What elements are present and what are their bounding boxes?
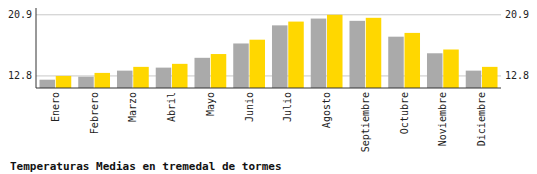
y-tick-label-right: 20.9 (505, 9, 529, 20)
x-tick-label: Mayo (205, 92, 216, 116)
x-axis-line (36, 88, 501, 89)
bars (39, 15, 497, 88)
bar (39, 80, 55, 88)
grid-line (36, 14, 501, 15)
x-tick-label: Septiembre (360, 92, 371, 152)
title: Temperaturas Medias en tremedal de torme… (10, 160, 282, 173)
bar (95, 73, 111, 88)
x-tick-label: Octubre (399, 92, 410, 134)
bar (233, 43, 249, 88)
bar (388, 37, 404, 88)
bar (194, 58, 210, 88)
bar (482, 67, 498, 88)
bar (443, 50, 459, 88)
bar (272, 25, 288, 88)
x-tick-label: Febrero (89, 92, 100, 134)
bar (349, 21, 365, 88)
bar (250, 40, 266, 88)
bar (117, 71, 133, 88)
x-tick-label: Abril (166, 92, 177, 122)
bar (133, 67, 149, 88)
bar (466, 71, 482, 88)
bar (172, 64, 188, 88)
x-tick-label: Enero (50, 92, 61, 122)
bar (288, 22, 304, 88)
x-tick-label: Diciembre (476, 92, 487, 146)
y-axis-line (36, 8, 37, 88)
chart: 12.8 12.8 20.9 20.9 Enero Febrero Marzo Abril Ma… (0, 0, 537, 174)
x-tick-label: Agosto (321, 92, 332, 128)
bar (78, 77, 94, 88)
y-tick-label: 20.9 (8, 9, 32, 20)
bar (211, 54, 227, 88)
bar (311, 19, 327, 88)
bar (56, 76, 71, 88)
x-tick-label: Marzo (127, 92, 138, 122)
x-tick-label: Junio (244, 92, 255, 122)
y-tick-label-right: 12.8 (505, 70, 529, 81)
chart-container: 12.8 12.8 20.9 20.9 Enero Febrero Marzo Abril Ma… (0, 0, 537, 174)
bar (156, 68, 172, 88)
y-tick-label: 12.8 (8, 70, 32, 81)
x-tick-label: Noviembre (437, 92, 448, 146)
bar (405, 33, 421, 88)
bar (427, 53, 443, 88)
x-tick-label: Julio (282, 92, 293, 122)
bar (366, 18, 382, 88)
bar (327, 15, 343, 88)
